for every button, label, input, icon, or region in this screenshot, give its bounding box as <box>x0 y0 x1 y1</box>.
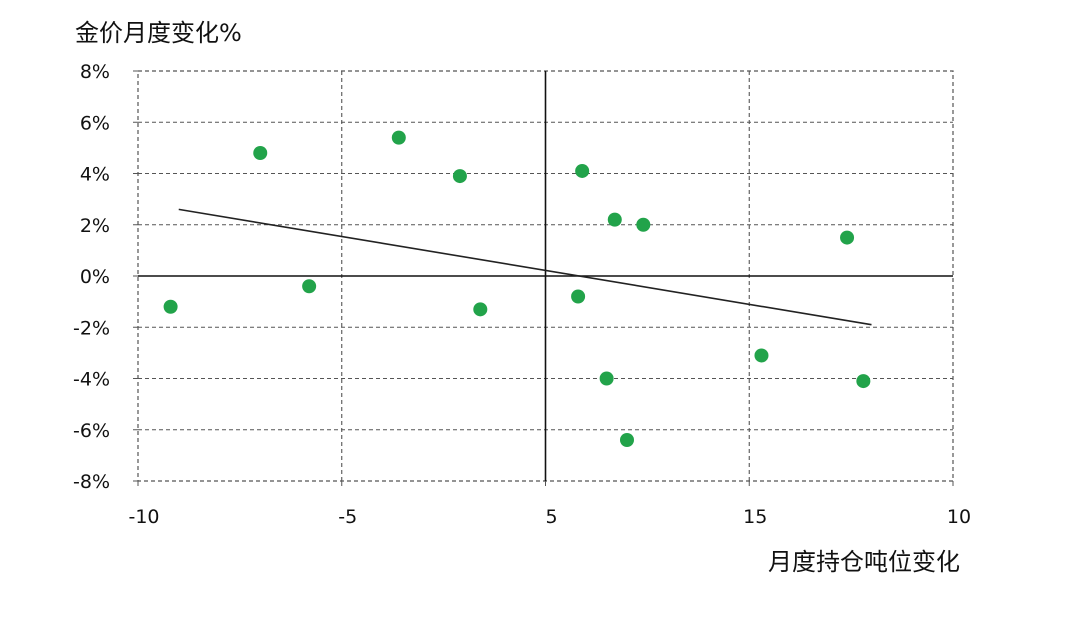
data-point <box>391 130 406 145</box>
y-tick-label: 0% <box>80 266 110 288</box>
data-point <box>599 371 614 386</box>
y-tick-label: 4% <box>80 164 110 186</box>
x-tick-label: 5 <box>545 506 557 528</box>
y-tick-label: -2% <box>73 317 110 339</box>
data-point <box>636 217 651 232</box>
trendline-group <box>178 208 872 326</box>
trendline <box>178 208 872 326</box>
x-axis-title: 月度持仓吨位变化 <box>768 548 960 576</box>
x-tick-label: -5 <box>338 506 357 528</box>
axes <box>133 70 954 486</box>
data-point <box>607 212 622 227</box>
data-point <box>571 289 586 304</box>
data-point <box>754 348 769 363</box>
data-point <box>302 279 317 294</box>
x-tick-label: 10 <box>947 506 971 528</box>
x-tick-label: 15 <box>743 506 767 528</box>
y-tick-labels: 8% 6% 4% 2% 0% -2% -4% -6% -8% <box>73 61 110 493</box>
x-tick-labels: -10 -5 5 15 10 <box>128 506 971 528</box>
data-point <box>840 230 855 245</box>
data-point <box>253 146 268 160</box>
data-points <box>163 130 871 447</box>
data-point <box>163 299 178 314</box>
y-tick-label: -4% <box>73 369 110 391</box>
y-tick-label: 8% <box>80 61 110 83</box>
y-tick-label: 2% <box>80 215 110 237</box>
data-point <box>452 169 467 184</box>
data-point <box>473 302 488 317</box>
y-axis-title: 金价月度变化% <box>75 19 242 47</box>
x-tick-label: -10 <box>128 506 159 528</box>
data-point <box>620 433 634 447</box>
data-point <box>856 374 871 389</box>
y-tick-label: 6% <box>80 112 110 134</box>
data-point <box>575 163 590 178</box>
y-tick-label: -6% <box>73 420 110 442</box>
y-tick-label: -8% <box>73 471 110 493</box>
